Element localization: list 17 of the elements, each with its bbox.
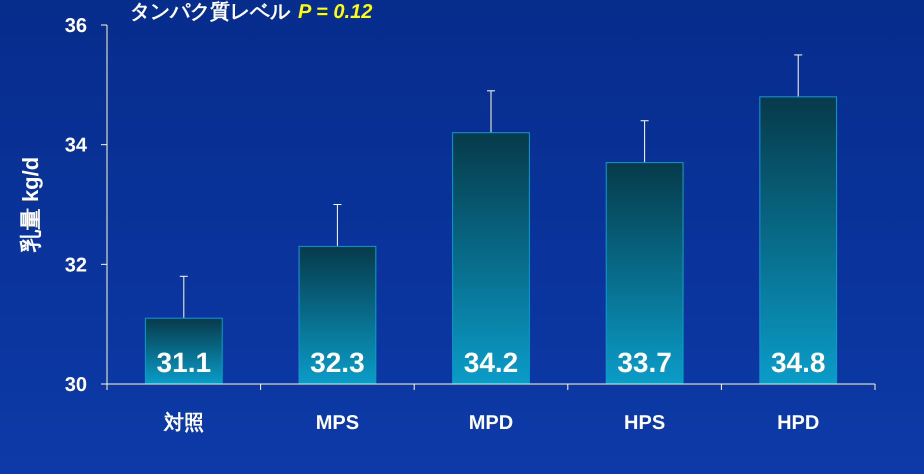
- y-axis-title: 乳量 kg/d: [18, 156, 43, 254]
- chart-title: タンパク質レベル: [130, 0, 291, 23]
- data-label: 33.7: [617, 347, 672, 378]
- data-label: 31.1: [156, 347, 212, 378]
- data-label: 34.8: [770, 347, 826, 378]
- x-tick-label: MPS: [316, 412, 360, 434]
- y-tick-label: 36: [64, 15, 87, 37]
- y-tick-label: 30: [64, 374, 87, 396]
- x-tick-label: 対照: [162, 411, 204, 434]
- data-label: 34.2: [464, 347, 518, 378]
- y-tick-label: 32: [64, 254, 87, 276]
- y-tick-label: 34: [64, 134, 88, 157]
- data-label: 32.3: [310, 347, 365, 378]
- x-tick-label: HPD: [777, 412, 820, 434]
- x-tick-label: MPD: [468, 412, 514, 434]
- text: P = 0.12: [298, 1, 372, 23]
- x-tick-label: HPS: [624, 412, 666, 434]
